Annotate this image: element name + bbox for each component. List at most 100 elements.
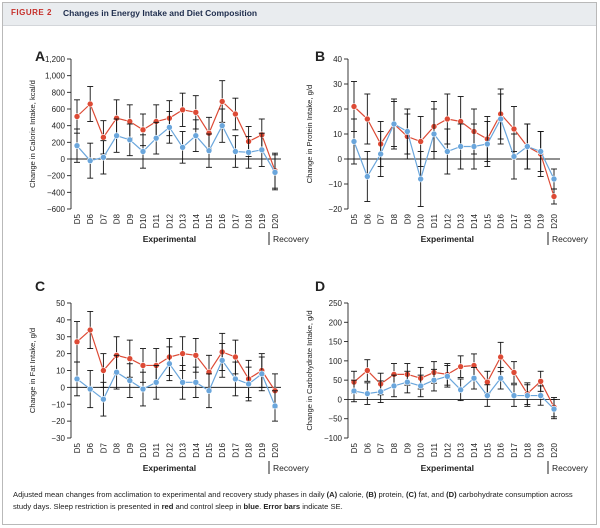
data-point: [245, 380, 252, 388]
x-tick-label: D14: [192, 442, 201, 457]
caption-part: (D): [446, 490, 457, 499]
data-point: [100, 367, 107, 374]
x-tick-label: D20: [550, 442, 559, 457]
caption-part: (B): [365, 490, 377, 499]
x-tick-label: D19: [258, 213, 267, 228]
x-tick-label: D13: [179, 213, 188, 228]
x-tick-label: D15: [483, 213, 492, 228]
data-point: [73, 113, 81, 120]
x-tick-label: D14: [470, 213, 479, 228]
caption-part: blue: [243, 502, 260, 511]
x-tick-label: D20: [271, 442, 280, 457]
series-line: [76, 359, 276, 407]
data-point: [537, 377, 544, 385]
y-tick-label: 1,200: [45, 55, 66, 64]
data-point: [524, 392, 531, 399]
data-point: [457, 143, 464, 150]
x-tick-label: D6: [363, 213, 372, 224]
x-tick-label: D18: [523, 213, 532, 228]
data-point: [179, 379, 186, 386]
data-point: [192, 352, 200, 359]
data-point: [86, 326, 94, 334]
data-point: [152, 134, 160, 142]
data-point: [444, 372, 451, 380]
data-point: [218, 357, 226, 364]
y-tick-label: 600: [52, 105, 66, 114]
y-tick-label: 10: [333, 130, 342, 139]
data-point: [179, 144, 186, 151]
y-tick-label: 0: [338, 155, 343, 164]
data-point: [364, 367, 371, 374]
x-tick-label: D19: [258, 442, 267, 457]
y-tick-label: 30: [56, 333, 65, 342]
y-tick-label: 100: [329, 357, 343, 366]
data-point: [73, 338, 81, 346]
phase-label-recovery: Recovery: [552, 234, 589, 244]
x-tick-label: D17: [510, 213, 519, 228]
x-tick-label: D6: [86, 213, 95, 224]
series-line: [76, 328, 276, 392]
data-point: [166, 124, 173, 131]
data-point: [126, 377, 134, 384]
caption-part: .: [259, 502, 264, 511]
x-tick-label: D10: [417, 213, 426, 228]
y-tick-label: −20: [51, 417, 65, 426]
data-point: [126, 355, 134, 362]
y-tick-label: −600: [47, 205, 66, 214]
series-line: [353, 355, 555, 408]
y-tick-label: 1,000: [45, 72, 66, 81]
y-tick-label: −10: [51, 400, 65, 409]
x-tick-label: D9: [126, 213, 135, 224]
x-tick-label: D19: [537, 213, 546, 228]
data-point: [497, 374, 504, 382]
data-point: [350, 387, 358, 395]
y-tick-label: −20: [328, 205, 342, 214]
y-tick-label: 30: [333, 80, 342, 89]
y-axis-label: Change in Fat Intake, g/d: [28, 328, 37, 413]
data-point: [430, 130, 438, 138]
caption-part: indicate SE.: [300, 502, 343, 511]
x-tick-label: D12: [443, 442, 452, 457]
data-point: [86, 157, 94, 164]
y-tick-label: 0: [338, 395, 343, 404]
x-tick-label: D14: [470, 442, 479, 457]
x-tick-label: D5: [73, 442, 82, 453]
series-sleep-restriction: [350, 81, 558, 205]
data-point: [390, 382, 398, 390]
data-point: [245, 149, 252, 156]
x-tick-label: D13: [457, 213, 466, 228]
series-sleep-restriction: [73, 80, 279, 189]
series-sleep-restriction: [73, 310, 279, 409]
y-tick-label: −200: [47, 172, 66, 181]
series-line: [76, 100, 276, 171]
data-point: [364, 173, 371, 180]
chart-panel-d: D −100 −50 0 50 100 150 200 250 Change in Carbohy…: [305, 278, 589, 474]
data-point: [192, 132, 200, 139]
x-tick-label: D13: [179, 442, 188, 457]
x-tick-label: D5: [350, 442, 359, 453]
data-point: [537, 148, 544, 155]
y-tick-label: 200: [52, 138, 66, 147]
data-point: [271, 169, 279, 176]
x-tick-label: D16: [497, 442, 506, 457]
data-point: [364, 115, 371, 123]
x-tick-label: D9: [126, 442, 135, 453]
data-point: [139, 148, 147, 155]
data-point: [550, 193, 558, 200]
x-tick-label: D5: [350, 213, 359, 224]
y-tick-label: 10: [56, 367, 65, 376]
x-tick-label: D17: [231, 442, 240, 457]
data-point: [179, 106, 186, 114]
data-point: [444, 115, 451, 123]
x-tick-label: D14: [192, 213, 201, 228]
series-control: [350, 93, 558, 207]
data-point: [510, 153, 518, 160]
phase-label-experimental: Experimental: [143, 234, 196, 244]
data-point: [350, 103, 358, 110]
data-point: [100, 134, 107, 141]
data-point: [457, 363, 464, 370]
data-point: [390, 120, 398, 128]
phase-label-recovery: Recovery: [273, 463, 310, 473]
y-tick-label: −400: [47, 188, 66, 197]
x-tick-label: D6: [363, 442, 372, 453]
